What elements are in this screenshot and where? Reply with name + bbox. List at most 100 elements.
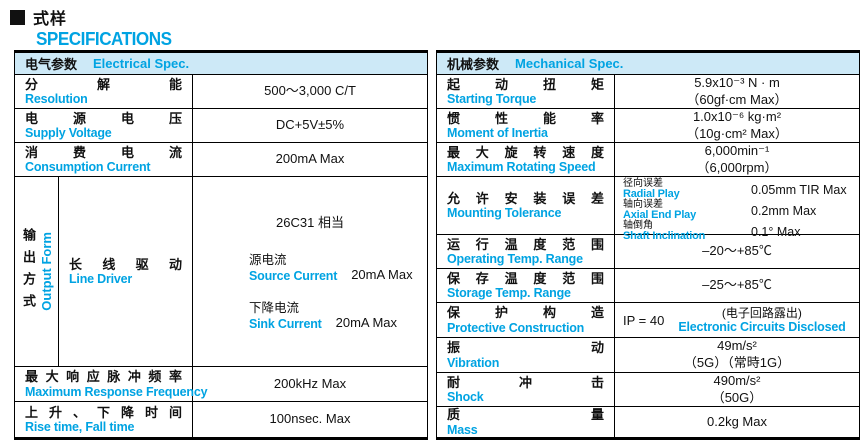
label-zh: 振 动 xyxy=(447,340,604,356)
label-en: Resolution xyxy=(25,92,88,107)
label-zh: 允 许 安 装 误 差 xyxy=(447,190,604,206)
output-form-en-vertical: Output Form xyxy=(39,232,54,311)
output-equivalent-text: 26C31 相当 xyxy=(276,215,344,230)
label-en: Mass xyxy=(447,422,478,437)
label-zh: 最 大 旋 转 速 度 xyxy=(447,144,604,160)
spec-value: 49m/s² （5G）（常時1G） xyxy=(615,338,859,372)
row-protective-construction: 保 护 构 造 Protective Construction IP = 40 … xyxy=(437,303,859,338)
label-zh: 上 升 、 下 降 时 间 xyxy=(25,404,182,420)
axial-end-play-item: 轴向误差 Axial End Play 0.2mm Max xyxy=(623,200,855,221)
value-text: 20mA Max xyxy=(335,315,398,330)
spec-value: 490m/s² （50G） xyxy=(615,373,859,406)
spec-value: 0.2kg Max xyxy=(615,407,859,437)
spec-label: 最 大 旋 转 速 度 Maximum Rotating Speed xyxy=(437,143,615,176)
spec-value: 100nsec. Max xyxy=(193,402,427,437)
label-en: Operating Temp. Range xyxy=(447,252,583,267)
label-zh: 电 源 电 压 xyxy=(25,110,182,126)
spec-label: 振 动 Vibration xyxy=(437,338,615,372)
spec-label: 保 护 构 造 Protective Construction xyxy=(437,303,615,337)
value-text: –25～+85℃ xyxy=(702,277,772,293)
mounting-tolerance-value-cell: 径向误差 Radial Play 0.05mm TIR Max 轴向误差 Axi… xyxy=(615,177,859,242)
row-resolution: 分 解 能 Resolution 500～3,000 C/T xyxy=(15,75,427,109)
label-en: Shaft Inclination xyxy=(623,230,706,242)
value-text: 500～3,000 C/T xyxy=(264,83,356,99)
label-zh: 质 量 xyxy=(447,407,604,423)
row-supply-voltage: 电 源 电 压 Supply Voltage DC+5V±5% xyxy=(15,109,427,143)
row-max-rotating-speed: 最 大 旋 转 速 度 Maximum Rotating Speed 6,000… xyxy=(437,143,859,177)
axial-end-play-label: 轴向误差 Axial End Play xyxy=(623,200,751,221)
label-zh: 轴向误差 xyxy=(623,199,663,210)
label-en: Sink Current xyxy=(249,316,322,331)
value-text: 20mA Max xyxy=(351,267,413,282)
ip-rating-text: IP = 40 xyxy=(623,312,665,328)
spec-label: 电 源 电 压 Supply Voltage xyxy=(15,109,193,142)
value-text: 200mA Max xyxy=(275,151,345,167)
protective-note: (电子回路露出) Electronic Circuits Disclosed xyxy=(678,306,845,335)
value-line-1: 6,000min⁻¹ xyxy=(704,142,770,158)
row-rise-fall-time: 上 升 、 下 降 时 间 Rise time, Fall time 100ns… xyxy=(15,402,427,437)
protective-value-cell: IP = 40 (电子回路露出) Electronic Circuits Dis… xyxy=(615,303,859,337)
shaft-inclination-label: 轴倒角 Shaft Inclination xyxy=(623,221,751,242)
value-line-1: 1.0x10⁻⁶ kg·m² xyxy=(692,108,782,124)
value-text: –20～+85℃ xyxy=(702,243,772,259)
page-title-en: SPECIFICATIONS xyxy=(36,29,172,49)
row-operating-temp-range: 运 行 温 度 范 围 Operating Temp. Range –20～+8… xyxy=(437,235,859,269)
electrical-header-en: Electrical Spec. xyxy=(93,56,190,71)
label-zh: 消 费 电 流 xyxy=(25,144,182,160)
row-max-response-frequency: 最 大 响 应 脉 冲 频 率 Maximum Response Frequen… xyxy=(15,367,427,402)
spec-value: 500～3,000 C/T xyxy=(193,75,427,108)
label-en: Radial Play xyxy=(623,188,680,200)
spec-value: 200kHz Max xyxy=(193,367,427,401)
spec-value: 5.9x10⁻³ N · m （60gf·cm Max） xyxy=(615,75,859,108)
row-moment-of-inertia: 惯 性 能 率 Moment of Inertia 1.0x10⁻⁶ kg·m²… xyxy=(437,109,859,143)
spec-label: 允 许 安 装 误 差 Mounting Tolerance xyxy=(437,177,615,234)
label-en: Mounting Tolerance xyxy=(447,206,562,221)
sink-current-item: 下降电流 Sink Current 20mA Max xyxy=(193,301,427,331)
value-line-2: （5G）（常時1G） xyxy=(683,355,791,370)
output-form-value-cell: 26C31 相当 源电流 Source Current 20mA Max 下降电… xyxy=(193,177,427,366)
label-en: Line Driver xyxy=(69,272,133,287)
label-zh: 耐 冲 击 xyxy=(447,374,604,390)
label-zh: 最 大 响 应 脉 冲 频 率 xyxy=(25,369,182,385)
value-line-2: （50G） xyxy=(711,389,763,405)
spec-label: 耐 冲 击 Shock xyxy=(437,373,615,406)
spec-label: 消 费 电 流 Consumption Current xyxy=(15,143,193,176)
label-en: Source Current xyxy=(249,268,338,283)
electrical-spec-table: 电气参数 Electrical Spec. 分 解 能 Resolution 5… xyxy=(14,50,428,440)
label-en: Vibration xyxy=(447,355,500,370)
label-zh: 源电流 xyxy=(249,253,287,267)
value-line-1: 49m/s² xyxy=(717,338,757,354)
label-en: Maximum Response Frequency xyxy=(25,384,208,399)
label-zh: 轴倒角 xyxy=(623,220,653,231)
section-bullet-icon xyxy=(10,9,25,25)
value-text: 0.2kg Max xyxy=(707,413,767,429)
label-en: Axial End Play xyxy=(623,209,697,221)
mechanical-table-header: 机械参数 Mechanical Spec. xyxy=(437,53,859,75)
value-line-1: 5.9x10⁻³ N · m xyxy=(694,74,780,90)
label-en: Shock xyxy=(447,390,484,405)
label-en: Storage Temp. Range xyxy=(447,286,571,301)
radial-play-item: 径向误差 Radial Play 0.05mm TIR Max xyxy=(623,179,855,200)
note-zh: (电子回路露出) xyxy=(721,305,802,320)
label-zh: 惯 性 能 率 xyxy=(447,110,604,126)
row-output-form: 输出方式 Output Form 长 线 驱 动 Line Driver 26C… xyxy=(15,177,427,367)
label-zh: 分 解 能 xyxy=(25,76,182,92)
label-en: Moment of Inertia xyxy=(447,126,548,141)
value-line-2: （60gf·cm Max） xyxy=(686,91,788,107)
page-heading-row: 式样 xyxy=(10,5,179,29)
label-zh: 长 线 驱 动 xyxy=(69,256,182,272)
spec-label: 保 存 温 度 范 围 Storage Temp. Range xyxy=(437,269,615,302)
row-shock: 耐 冲 击 Shock 490m/s² （50G） xyxy=(437,373,859,407)
spec-value: 6,000min⁻¹ （6,000rpm） xyxy=(615,143,859,176)
mechanical-header-en: Mechanical Spec. xyxy=(515,56,624,71)
spec-label: 长 线 驱 动 Line Driver xyxy=(59,177,193,366)
mechanical-header-zh: 机械参数 xyxy=(447,57,500,72)
label-zh: 保 存 温 度 范 围 xyxy=(447,270,604,286)
note-en: Electronic Circuits Disclosed xyxy=(678,320,846,334)
source-current-label: 源电流 Source Current xyxy=(249,253,337,283)
value-text: DC+5V±5% xyxy=(275,117,345,133)
label-en: Rise time, Fall time xyxy=(25,420,135,435)
value-text: 0.2mm Max xyxy=(751,203,817,218)
spec-value: 1.0x10⁻⁶ kg·m² （10g·cm² Max） xyxy=(615,109,859,142)
